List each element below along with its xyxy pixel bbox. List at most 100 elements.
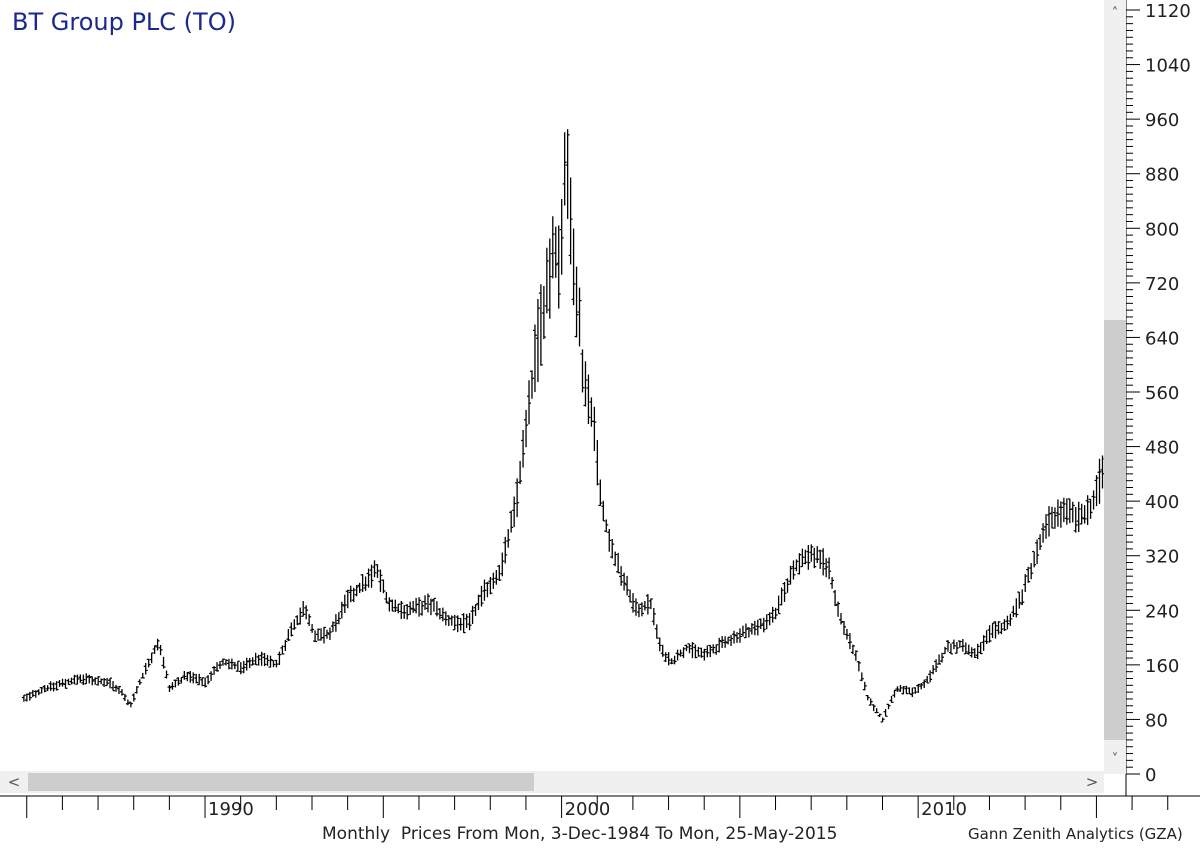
y-tick-label: 400 xyxy=(1145,492,1179,513)
ohlc-bar xyxy=(948,643,953,655)
ohlc-bar xyxy=(1026,566,1031,583)
ohlc-bar xyxy=(330,621,335,632)
ohlc-bar xyxy=(209,671,214,681)
ohlc-bar xyxy=(345,589,350,609)
ohlc-bar xyxy=(491,572,496,589)
x-tick-label: 2010 xyxy=(921,799,967,820)
ohlc-bar xyxy=(592,406,597,452)
horizontal-scrollbar[interactable]: < > xyxy=(0,771,1104,793)
y-tick-label: 560 xyxy=(1145,383,1179,404)
scroll-right-arrow-icon[interactable]: > xyxy=(1085,773,1099,791)
ohlc-bar xyxy=(945,640,950,652)
ohlc-bar xyxy=(889,695,894,703)
ohlc-bar xyxy=(693,644,698,659)
ohlc-bar xyxy=(651,607,656,626)
ohlc-bar xyxy=(87,674,92,684)
ohlc-bar xyxy=(36,689,41,696)
ohlc-bar xyxy=(821,548,826,576)
ohlc-bar xyxy=(283,639,288,652)
ohlc-bar xyxy=(84,673,89,685)
ohlc-bar xyxy=(381,579,386,594)
ohlc-bar xyxy=(155,638,160,651)
ohlc-bar xyxy=(622,572,627,591)
ohlc-bar xyxy=(666,652,671,666)
ohlc-bar xyxy=(616,552,621,574)
ohlc-bar xyxy=(1097,458,1102,504)
ohlc-bar xyxy=(639,602,644,617)
ohlc-bar xyxy=(785,578,790,593)
ohlc-bar xyxy=(235,660,240,672)
vertical-scrollbar[interactable]: ˄ ˅ xyxy=(1104,0,1126,774)
ohlc-bar xyxy=(678,649,683,657)
horizontal-scroll-thumb[interactable] xyxy=(28,773,534,791)
ohlc-bar xyxy=(1049,506,1054,529)
ohlc-bar xyxy=(384,591,389,604)
ohlc-bar xyxy=(657,637,662,652)
ohlc-bar xyxy=(393,599,398,612)
vertical-scroll-thumb[interactable] xyxy=(1104,320,1126,740)
ohlc-bar xyxy=(815,546,820,564)
ohlc-bar xyxy=(241,660,246,674)
ohlc-bar xyxy=(1014,598,1019,618)
y-tick-label: 160 xyxy=(1145,656,1179,677)
ohlc-bar xyxy=(417,597,422,617)
ohlc-bar xyxy=(223,659,228,666)
ohlc-bar xyxy=(628,589,633,603)
ohlc-bar xyxy=(966,644,971,655)
ohlc-bar xyxy=(669,658,674,665)
ohlc-bar xyxy=(776,595,781,615)
ohlc-bar xyxy=(1041,523,1046,543)
ohlc-bar xyxy=(48,681,53,691)
ohlc-bar xyxy=(1055,499,1060,527)
x-tick-label: 1990 xyxy=(208,799,254,820)
ohlc-bar xyxy=(194,673,199,684)
ohlc-bar xyxy=(607,528,612,552)
ohlc-bar xyxy=(904,685,909,695)
ohlc-bar xyxy=(583,361,588,407)
ohlc-bar xyxy=(880,717,885,723)
ohlc-bar xyxy=(131,693,136,702)
ohlc-bar xyxy=(871,704,876,712)
ohlc-bar xyxy=(149,652,154,664)
ohlc-bar xyxy=(238,662,243,675)
ohlc-bar xyxy=(176,677,181,686)
ohlc-bar xyxy=(1085,495,1090,525)
ohlc-bar xyxy=(844,628,849,640)
ohlc-bar xyxy=(773,607,778,620)
ohlc-bar xyxy=(494,570,499,585)
scroll-down-arrow-icon[interactable]: ˅ xyxy=(1111,752,1119,767)
ohlc-bar xyxy=(782,581,787,602)
ohlc-bar xyxy=(586,374,591,424)
ohlc-bar xyxy=(604,519,609,533)
ohlc-bar xyxy=(244,657,249,671)
ohlc-bar xyxy=(512,496,517,527)
ohlc-bar xyxy=(250,657,255,666)
ohlc-bar xyxy=(556,225,561,309)
ohlc-bar xyxy=(969,647,974,658)
ohlc-bar xyxy=(265,655,270,666)
ohlc-bar xyxy=(134,686,139,694)
ohlc-bar xyxy=(758,618,763,630)
ohlc-bar xyxy=(972,648,977,659)
ohlc-bar xyxy=(455,615,460,633)
ohlc-bar xyxy=(63,678,68,689)
ohlc-bar xyxy=(984,630,989,644)
ohlc-bar xyxy=(33,690,38,698)
ohlc-bar xyxy=(69,677,74,685)
ohlc-bar xyxy=(408,601,413,615)
ohlc-bar xyxy=(1035,539,1040,565)
ohlc-bar xyxy=(746,627,751,638)
ohlc-bar xyxy=(203,677,208,688)
ohlc-bar xyxy=(191,672,196,684)
scroll-up-arrow-icon[interactable]: ˄ xyxy=(1111,6,1119,21)
ohlc-bar xyxy=(654,624,659,639)
ohlc-bars-layer xyxy=(21,129,1111,723)
ohlc-bar xyxy=(527,380,532,425)
y-tick-label: 80 xyxy=(1145,710,1168,731)
scroll-left-arrow-icon[interactable]: < xyxy=(7,773,21,791)
ohlc-bar xyxy=(420,600,425,616)
ohlc-bar xyxy=(850,644,855,654)
ohlc-bar xyxy=(137,679,142,685)
ohlc-bar xyxy=(515,478,520,518)
y-tick-label: 0 xyxy=(1145,765,1156,786)
